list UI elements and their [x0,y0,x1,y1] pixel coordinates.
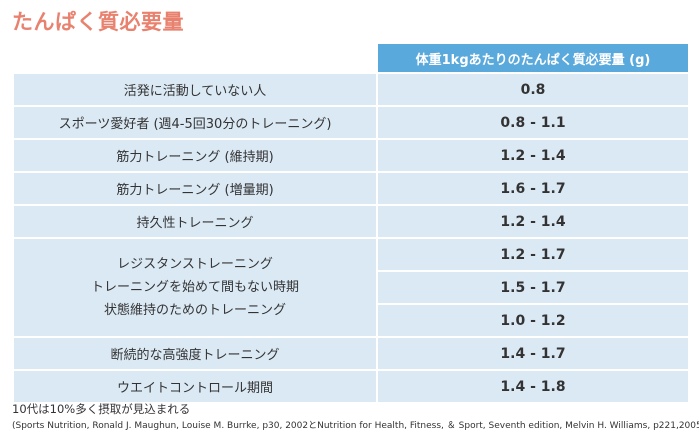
row-label: 断続的な高強度トレーニング [12,336,378,371]
row-label: スポーツ愛好者 (週4-5回30分のトレーニング) [12,105,378,140]
source-citation: (Sports Nutrition, Ronald J. Maughun, Lo… [12,421,699,431]
row-value: 1.6 - 1.7 [376,171,690,206]
group-value: 1.0 - 1.2 [376,303,690,338]
table-row: 筋力トレーニング (増量期) 1.6 - 1.7 [12,171,690,206]
table-row: スポーツ愛好者 (週4-5回30分のトレーニング) 0.8 - 1.1 [12,105,690,140]
row-label: 筋力トレーニング (維持期) [12,138,378,173]
row-label: 持久性トレーニング [12,204,378,239]
page-title: たんぱく質必要量 [12,10,184,34]
table-row-group: 1.5 - 1.7 [13,270,690,305]
header-value-column: 体重1kgあたりのたんぱく質必要量 (g) [376,42,690,74]
table-row: 断続的な高強度トレーニング 1.4 - 1.7 [12,336,690,371]
group-label-cell: レジスタンストレーニング トレーニングを始めて間もない時期 状態維持のためのトレ… [12,237,378,338]
row-value: 0.8 - 1.1 [376,105,690,140]
group-value: 1.5 - 1.7 [376,270,690,305]
protein-requirement-table: 体重1kgあたりのたんぱく質必要量 (g) 活発に活動していない人 0.8 スポ… [12,42,690,404]
row-value: 1.4 - 1.8 [376,369,690,404]
row-label: ウエイトコントロール期間 [12,369,378,404]
header-blank-cell [12,42,378,74]
group-value: 1.2 - 1.7 [376,237,690,272]
table-row-group: 1.0 - 1.2 [13,303,690,338]
row-label: 活発に活動していない人 [12,72,378,107]
group-label: 状態維持のためのトレーニング [103,303,286,318]
table-row: 筋力トレーニング (維持期) 1.2 - 1.4 [12,138,690,173]
row-value: 0.8 [376,72,690,107]
table-row: 活発に活動していない人 0.8 [12,72,690,107]
row-value: 1.2 - 1.4 [376,138,690,173]
table-row: 持久性トレーニング 1.2 - 1.4 [12,204,690,239]
group-label: トレーニングを始めて間もない時期 [90,280,299,295]
table-header-row: 体重1kgあたりのたんぱく質必要量 (g) [12,42,690,74]
row-label: 筋力トレーニング (増量期) [12,171,378,206]
group-label: レジスタンストレーニング [117,257,273,272]
row-value: 1.2 - 1.4 [376,204,690,239]
table-row-group: レジスタンストレーニング トレーニングを始めて間もない時期 状態維持のためのトレ… [12,237,690,338]
table-row: ウエイトコントロール期間 1.4 - 1.8 [12,369,690,404]
row-value: 1.4 - 1.7 [376,336,690,371]
teen-note: 10代は10%多く摂取が見込まれる [12,402,191,416]
